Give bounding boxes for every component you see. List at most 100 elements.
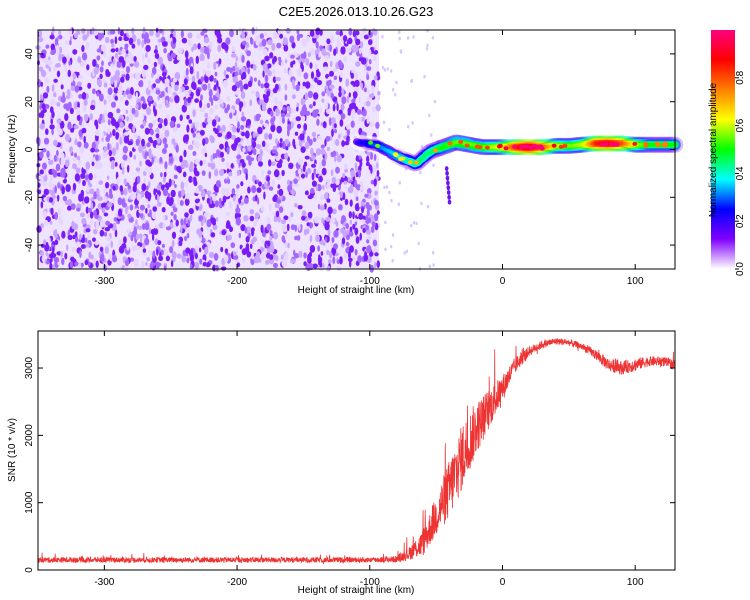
noise-speck <box>330 216 336 225</box>
noise-speck <box>220 151 224 158</box>
noise-speck <box>300 61 303 70</box>
noise-speck <box>383 185 386 190</box>
noise-speck <box>188 56 194 65</box>
noise-speck <box>90 254 94 260</box>
noise-speck <box>224 248 229 254</box>
noise-speck <box>312 263 318 269</box>
noise-speck <box>184 50 189 59</box>
noise-speck <box>386 67 389 71</box>
noise-speck <box>49 34 55 40</box>
noise-speck <box>236 169 240 177</box>
noise-speck <box>351 108 356 116</box>
colorbar-tick-label: 0.6 <box>735 118 746 132</box>
noise-speck <box>364 251 367 256</box>
noise-speck <box>362 228 367 233</box>
noise-speck <box>358 116 362 122</box>
noise-speck <box>153 61 157 68</box>
noise-speck <box>113 86 119 94</box>
noise-speck <box>267 170 272 175</box>
noise-speck <box>284 83 288 91</box>
ridge-blob <box>611 142 617 147</box>
noise-speck <box>155 78 161 84</box>
noise-speck <box>187 219 191 227</box>
noise-speck <box>255 113 262 118</box>
noise-speck <box>251 27 255 35</box>
noise-speck <box>298 250 303 258</box>
noise-speck <box>263 191 266 200</box>
noise-speck <box>330 92 335 99</box>
noise-speck <box>426 204 430 209</box>
noise-speck <box>262 63 268 71</box>
noise-speck <box>82 180 86 187</box>
snr-y-tick-label: 1000 <box>24 491 35 514</box>
noise-speck <box>176 123 181 128</box>
noise-speck <box>280 112 286 118</box>
noise-speck <box>161 207 166 213</box>
noise-speck <box>202 261 207 267</box>
noise-speck <box>307 90 313 99</box>
noise-speck <box>338 134 341 139</box>
noise-speck <box>339 191 343 199</box>
noise-speck <box>50 189 56 197</box>
noise-speck <box>89 113 93 121</box>
noise-speck <box>149 29 154 37</box>
noise-speck <box>342 35 348 42</box>
noise-speck <box>259 33 265 39</box>
noise-speck <box>194 98 200 103</box>
noise-speck <box>100 202 107 209</box>
noise-speck <box>92 88 96 95</box>
noise-speck <box>129 55 132 65</box>
noise-speck <box>208 89 213 98</box>
noise-speck <box>355 30 360 36</box>
noise-speck <box>81 28 86 35</box>
noise-speck <box>348 92 351 98</box>
noise-speck <box>138 233 143 239</box>
noise-speck <box>433 99 437 104</box>
ridge-blob <box>655 143 661 148</box>
noise-speck <box>411 121 414 125</box>
noise-speck <box>283 215 289 221</box>
noise-speck <box>355 236 360 244</box>
noise-speck <box>374 29 378 36</box>
ridge-blob <box>445 175 450 181</box>
noise-speck <box>103 99 107 105</box>
noise-speck <box>85 41 90 50</box>
noise-speck <box>246 118 252 126</box>
noise-speck <box>69 146 73 154</box>
noise-speck <box>188 89 191 95</box>
colorbar: 0.0 0.2 0.4 0.6 0.8 Normalized spectral ampl… <box>708 30 746 276</box>
noise-speck <box>368 49 372 57</box>
noise-speck <box>110 48 116 53</box>
noise-speck <box>185 247 191 254</box>
noise-speck <box>277 216 281 223</box>
noise-speck <box>231 85 237 92</box>
noise-speck <box>66 53 70 62</box>
noise-speck <box>322 121 327 129</box>
noise-speck <box>244 130 250 139</box>
noise-speck <box>69 36 73 41</box>
noise-speck <box>139 211 144 219</box>
noise-speck <box>268 203 272 211</box>
noise-speck <box>131 43 136 49</box>
noise-speck <box>351 115 355 120</box>
noise-speck <box>94 162 100 169</box>
noise-speck <box>376 260 380 268</box>
noise-speck <box>163 171 167 178</box>
noise-speck <box>210 154 213 163</box>
noise-speck <box>244 227 248 234</box>
noise-speck <box>284 234 288 239</box>
noise-speck <box>199 53 205 62</box>
noise-speck <box>336 154 342 163</box>
noise-speck <box>335 166 340 174</box>
noise-speck <box>170 52 176 59</box>
noise-speck <box>141 70 147 78</box>
noise-speck <box>43 188 49 196</box>
noise-speck <box>74 173 80 182</box>
noise-speck <box>136 193 142 201</box>
spectrogram-y-ticks: -40 -20 0 20 40 <box>24 48 675 252</box>
noise-speck <box>89 218 94 226</box>
noise-speck <box>189 92 194 97</box>
noise-speck <box>194 121 200 130</box>
noise-speck <box>348 27 353 36</box>
